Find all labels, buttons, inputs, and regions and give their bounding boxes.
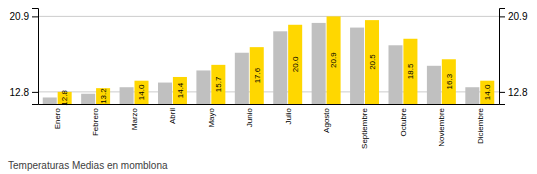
x-tick: Noviembre xyxy=(437,107,446,146)
bar xyxy=(81,94,95,104)
bar xyxy=(427,66,441,104)
bar-series xyxy=(58,16,495,104)
x-tick: Octubre xyxy=(399,107,408,136)
x-tick: Septiembre xyxy=(360,107,369,148)
x-tick-label: Diciembre xyxy=(476,107,485,144)
y2-tick: 12.8 xyxy=(499,87,528,98)
data-label: 18.5 xyxy=(406,63,415,79)
x-tick-label: Enero xyxy=(53,107,62,129)
bar xyxy=(211,65,225,104)
x-tick: Julio xyxy=(284,107,293,124)
bar xyxy=(465,87,479,104)
y-axis: 12.8 20.9 xyxy=(10,9,39,105)
bar xyxy=(173,77,187,104)
data-label: 16.3 xyxy=(445,73,454,89)
y2-axis-line xyxy=(500,9,506,105)
bar xyxy=(273,31,287,104)
data-label: 14.0 xyxy=(483,84,492,100)
bar-series xyxy=(43,23,480,104)
x-tick-label: Mayo xyxy=(207,107,216,127)
y2-tick: 20.9 xyxy=(499,11,528,22)
bar xyxy=(120,87,134,104)
bar xyxy=(403,39,417,104)
x-tick: Junio xyxy=(245,107,254,127)
y-tick-mark xyxy=(32,92,38,93)
bar xyxy=(43,97,57,104)
x-axis-line xyxy=(39,104,500,105)
bar xyxy=(312,23,326,104)
x-tick-label: Junio xyxy=(245,107,254,127)
plot: 12.8 13.2 14.0 14.4 15.7 17.6 20.0 20.9 20.5 18.5… xyxy=(10,9,528,174)
bar xyxy=(158,83,172,104)
x-tick-label: Julio xyxy=(284,107,293,124)
bar xyxy=(350,28,364,104)
data-label: 20.5 xyxy=(368,54,377,70)
data-label: 12.8 xyxy=(60,90,69,106)
bar xyxy=(134,81,148,104)
x-tick-label: Marzo xyxy=(130,107,139,130)
x-tick: Marzo xyxy=(130,107,139,130)
bar xyxy=(442,59,456,104)
bar xyxy=(288,25,302,104)
data-label: 15.7 xyxy=(214,76,223,92)
x-tick-label: Abril xyxy=(168,108,177,124)
y-tick: 20.9 xyxy=(10,11,38,22)
data-label: 13.2 xyxy=(99,88,108,104)
data-label: 20.0 xyxy=(291,56,300,72)
x-tick-label: Agosto xyxy=(322,107,331,132)
x-tick: Agosto xyxy=(322,107,331,132)
x-tick: Enero xyxy=(53,107,62,129)
bar xyxy=(196,70,210,104)
x-tick-label: Septiembre xyxy=(360,107,369,148)
bar xyxy=(96,88,110,104)
data-label: 17.6 xyxy=(253,67,262,83)
data-label: 14.4 xyxy=(176,82,185,98)
y-tick-mark xyxy=(32,16,38,17)
y-tick-label: 20.9 xyxy=(10,11,30,22)
data-label: 20.9 xyxy=(329,52,338,68)
chart: 12.8 13.2 14.0 14.4 15.7 17.6 20.0 20.9 20.5 18.5… xyxy=(0,0,537,174)
x-axis: Enero Febrero Marzo Abril Mayo Junio Julio Agos… xyxy=(39,105,500,149)
x-tick: Febrero xyxy=(91,107,100,136)
bar xyxy=(365,20,379,104)
x-tick: Abril xyxy=(168,108,177,124)
y-axis-line xyxy=(32,9,39,105)
x-tick-label: Febrero xyxy=(91,107,100,136)
title: Temperaturas Medias en momblona xyxy=(8,160,168,171)
y-tick-label: 12.8 xyxy=(10,87,30,98)
x-tick: Diciembre xyxy=(476,107,485,144)
y2-tick-label: 20.9 xyxy=(508,11,528,22)
bar xyxy=(388,45,402,104)
bars xyxy=(43,16,495,104)
data-label: 14.0 xyxy=(137,84,146,100)
bar xyxy=(235,53,249,104)
grid-line xyxy=(38,16,499,17)
x-tick-label: Noviembre xyxy=(437,107,446,146)
y2-tick-mark xyxy=(499,92,505,93)
y2-tick-label: 12.8 xyxy=(508,87,528,98)
y-tick: 12.8 xyxy=(10,87,38,98)
bar xyxy=(480,81,494,104)
y2-axis: 12.8 20.9 xyxy=(499,9,528,105)
bar xyxy=(250,47,264,104)
x-tick-label: Octubre xyxy=(399,107,408,136)
x-tick: Mayo xyxy=(207,107,216,127)
bar xyxy=(327,16,341,104)
data-labels: 12.8 13.2 14.0 14.4 15.7 17.6 20.0 20.9 20.5 18.5… xyxy=(60,52,492,106)
y2-tick-mark xyxy=(499,16,505,17)
